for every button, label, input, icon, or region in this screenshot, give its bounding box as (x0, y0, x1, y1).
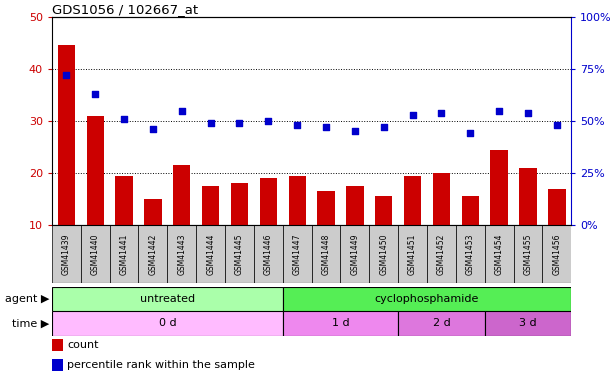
Point (321, 124, 331, 130)
Text: GSM41448: GSM41448 (321, 233, 331, 275)
Bar (283, 311, 398, 336)
Point (206, 120, 216, 126)
Bar (115, 176, 133, 277)
Text: GSM41443: GSM41443 (177, 233, 186, 275)
Point (263, 118, 273, 124)
Text: GSM41441: GSM41441 (120, 233, 128, 275)
Point (235, 120, 244, 126)
Text: count: count (67, 340, 99, 350)
Bar (346, 186, 364, 277)
Bar (144, 199, 161, 277)
Text: percentile rank within the sample: percentile rank within the sample (67, 360, 255, 370)
Point (552, 122, 562, 128)
Text: GSM41454: GSM41454 (495, 233, 503, 275)
Point (62, 72, 71, 78)
Bar (462, 196, 479, 277)
Point (119, 116, 129, 122)
Text: GSM41447: GSM41447 (293, 233, 302, 275)
Bar (398, 225, 427, 283)
Bar (173, 165, 191, 277)
Point (437, 110, 447, 116)
Text: cyclophosphamide: cyclophosphamide (375, 294, 479, 304)
Bar (196, 225, 225, 283)
Bar (548, 189, 566, 277)
Text: GSM41455: GSM41455 (524, 233, 533, 275)
Bar (57, 45, 75, 277)
Bar (254, 225, 283, 283)
Bar (283, 287, 571, 311)
Bar (167, 225, 196, 283)
Text: time ▶: time ▶ (12, 318, 49, 328)
Text: GSM41444: GSM41444 (206, 233, 215, 275)
Text: GSM41451: GSM41451 (408, 233, 417, 275)
Point (350, 128, 360, 134)
Text: GSM41446: GSM41446 (264, 233, 273, 275)
Point (523, 110, 533, 116)
Bar (433, 173, 450, 277)
Bar (288, 176, 306, 277)
Text: GSM41450: GSM41450 (379, 233, 388, 275)
Point (177, 108, 187, 114)
Text: 3 d: 3 d (519, 318, 537, 328)
Bar (427, 225, 456, 283)
Bar (317, 191, 335, 277)
Bar (514, 225, 543, 283)
Text: GSM41442: GSM41442 (148, 233, 158, 275)
Bar (485, 225, 514, 283)
Bar (485, 311, 571, 336)
Bar (312, 225, 340, 283)
Text: GSM41453: GSM41453 (466, 233, 475, 275)
Bar (543, 225, 571, 283)
Bar (202, 186, 219, 277)
Text: GSM41452: GSM41452 (437, 233, 446, 275)
Bar (260, 178, 277, 277)
Bar (81, 225, 109, 283)
Text: GSM41445: GSM41445 (235, 233, 244, 275)
Bar (456, 225, 485, 283)
Bar (109, 225, 139, 283)
Text: GDS1056 / 102667_at: GDS1056 / 102667_at (52, 3, 198, 16)
Bar (283, 225, 312, 283)
Point (379, 124, 389, 130)
Bar (375, 196, 392, 277)
Text: agent ▶: agent ▶ (4, 294, 49, 304)
Bar (340, 225, 369, 283)
Bar (52, 311, 283, 336)
Bar (369, 225, 398, 283)
Text: 1 d: 1 d (332, 318, 349, 328)
Text: GSM41439: GSM41439 (62, 233, 71, 275)
Bar (398, 311, 485, 336)
Point (292, 122, 302, 128)
Point (148, 126, 158, 132)
Text: GSM41440: GSM41440 (90, 233, 100, 275)
Bar (52, 287, 283, 311)
Bar (139, 225, 167, 283)
Bar (491, 150, 508, 277)
Point (408, 112, 417, 118)
Text: 0 d: 0 d (158, 318, 176, 328)
Bar (52, 225, 81, 283)
Bar (519, 168, 536, 277)
Point (466, 130, 475, 136)
Text: GSM41449: GSM41449 (350, 233, 359, 275)
Text: untreated: untreated (140, 294, 195, 304)
Bar (231, 183, 248, 277)
Bar (225, 225, 254, 283)
Bar (87, 116, 104, 277)
Point (90, 91, 100, 97)
Bar (404, 176, 421, 277)
Point (494, 108, 504, 114)
Text: GSM41456: GSM41456 (552, 233, 562, 275)
Text: 2 d: 2 d (433, 318, 450, 328)
